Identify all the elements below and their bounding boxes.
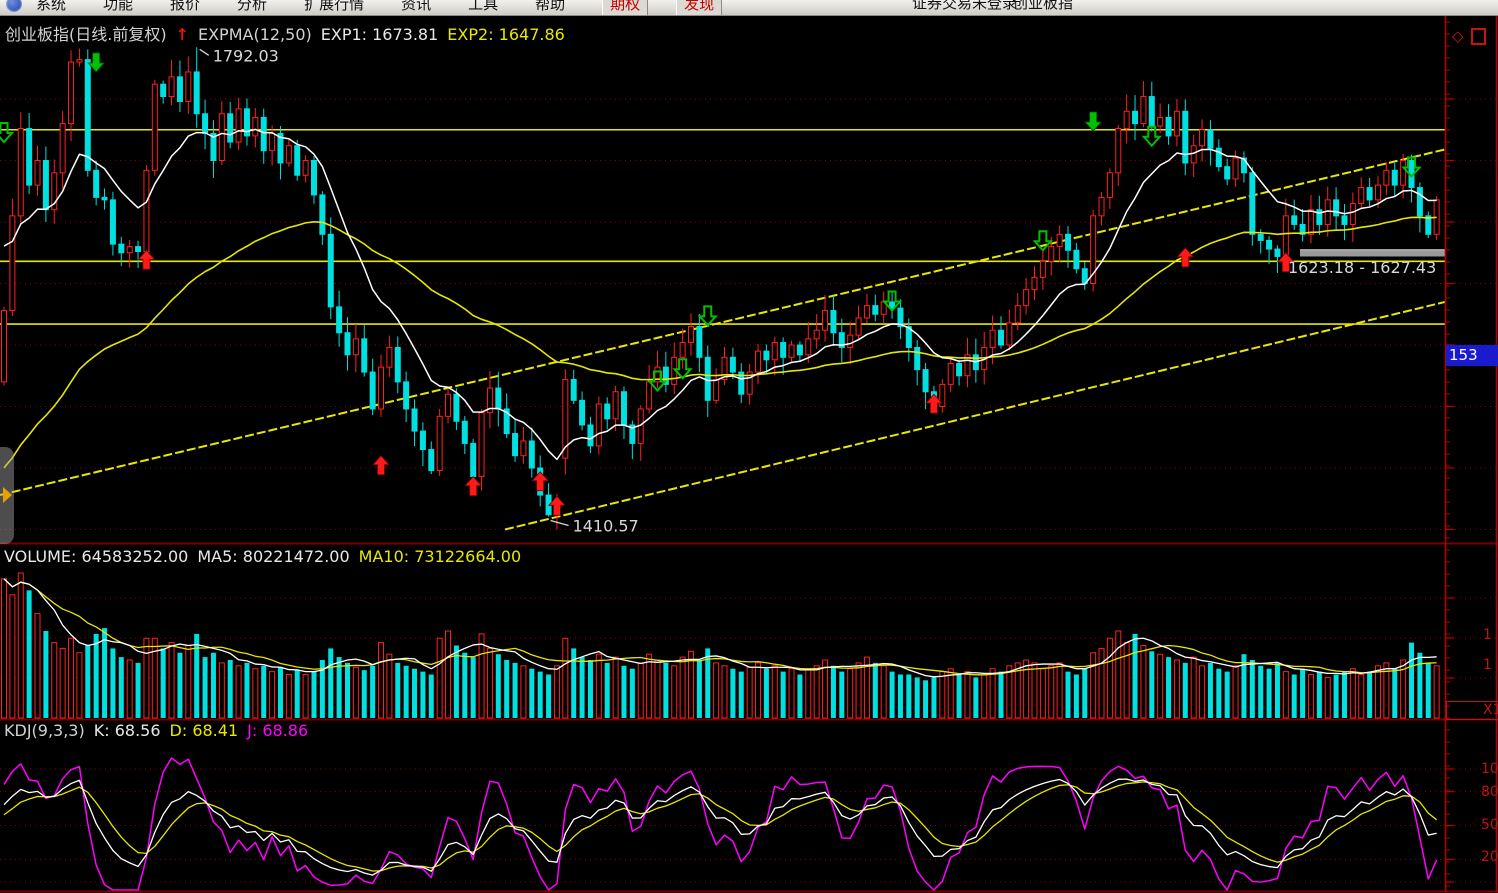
kdj-lines-layer <box>3 757 1438 891</box>
current-price-tag: 153 <box>1446 345 1498 366</box>
volume-ma5: MA5: 80221472.00 <box>197 547 350 566</box>
chart-corner-controls: ◇ <box>1452 27 1486 45</box>
menu-item-function[interactable]: 功能 <box>103 0 134 13</box>
chart-title: 创业板指(日线.前复权) <box>5 25 167 44</box>
diamond-icon[interactable]: ◇ <box>1452 27 1464 45</box>
menu-item-discover[interactable]: 发现 <box>676 0 723 15</box>
exp1-value: EXP1: 1673.81 <box>320 25 439 44</box>
grid-layer <box>0 98 1497 883</box>
menu-item-tools[interactable]: 工具 <box>468 0 499 13</box>
menu-item-analysis[interactable]: 分析 <box>237 0 268 13</box>
kdj-d-value: D: 68.41 <box>169 721 239 740</box>
volume-unit-box: X10000 <box>1446 701 1498 720</box>
menu-bar: 系统 功能 报价 分析 扩展行情 资讯 工具 帮助 期权 发现 证券交易未登录 … <box>0 0 1498 16</box>
ema-lines-layer <box>3 128 1437 469</box>
candlestick-layer <box>1 47 1440 530</box>
menu-item-system[interactable]: 系统 <box>36 0 67 13</box>
kdj-axis-label-50: 50 <box>1481 817 1498 833</box>
kdj-axis-label-80: 80 <box>1481 784 1498 800</box>
menu-item-help[interactable]: 帮助 <box>535 0 566 13</box>
volume-ma10: MA10: 73122664.00 <box>358 547 522 566</box>
kdj-j-value: J: 68.86 <box>247 721 309 740</box>
expand-arrow-icon <box>3 487 12 503</box>
annotations-layer: 1792.03 1410.57 1623.18 - 1627.43 <box>199 46 1436 535</box>
axis-layer <box>0 16 1498 893</box>
volume-pane-header: VOLUME: 64583252.00 MA5: 80221472.00 MA10:… <box>4 547 530 566</box>
kdj-axis-label-100: 100 <box>1481 761 1498 777</box>
buy-signal-icon: ↑ <box>175 25 189 44</box>
volume-value: VOLUME: 64583252.00 <box>4 547 189 566</box>
svg-text:1623.18 - 1627.43: 1623.18 - 1627.43 <box>1288 258 1436 277</box>
volume-axis-label: 1 <box>1483 657 1492 673</box>
account-login-status[interactable]: 证券交易未登录 <box>912 0 1018 12</box>
kdj-pane-header: KDJ(9,3,3) K: 68.56 D: 68.41 J: 68.86 <box>4 721 317 740</box>
trendlines-layer <box>0 148 1446 531</box>
signal-arrows-layer <box>0 52 1422 516</box>
current-symbol-label[interactable]: 创业板指 <box>1013 0 1074 12</box>
svg-text:1792.03: 1792.03 <box>213 46 279 65</box>
window-icon[interactable] <box>1470 27 1486 45</box>
menu-item-options[interactable]: 期权 <box>602 0 649 15</box>
kdj-k-value: K: 68.56 <box>93 721 161 740</box>
exp2-value: EXP2: 1647.86 <box>447 25 565 44</box>
volume-axis-label: 1 <box>1483 627 1492 643</box>
svg-text:1410.57: 1410.57 <box>573 516 639 535</box>
menu-item-quotes[interactable]: 报价 <box>170 0 201 13</box>
kdj-indicator-name[interactable]: KDJ(9,3,3) <box>4 721 85 740</box>
menu-item-news[interactable]: 资讯 <box>401 0 432 13</box>
level-lines-layer <box>0 128 1445 325</box>
side-panel-expand-handle[interactable] <box>0 447 14 544</box>
main-chart-header: 创业板指(日线.前复权) ↑ EXPMA(12,50) EXP1: 1673.81 EX… <box>5 21 574 45</box>
volume-bars-layer <box>1 572 1440 719</box>
menu-item-extended-quotes[interactable]: 扩展行情 <box>304 0 365 13</box>
kdj-axis-label-20: 20 <box>1481 849 1498 865</box>
price-band-layer <box>1300 249 1445 257</box>
indicator-name[interactable]: EXPMA(12,50) <box>197 25 312 44</box>
app-logo-icon <box>6 0 22 12</box>
